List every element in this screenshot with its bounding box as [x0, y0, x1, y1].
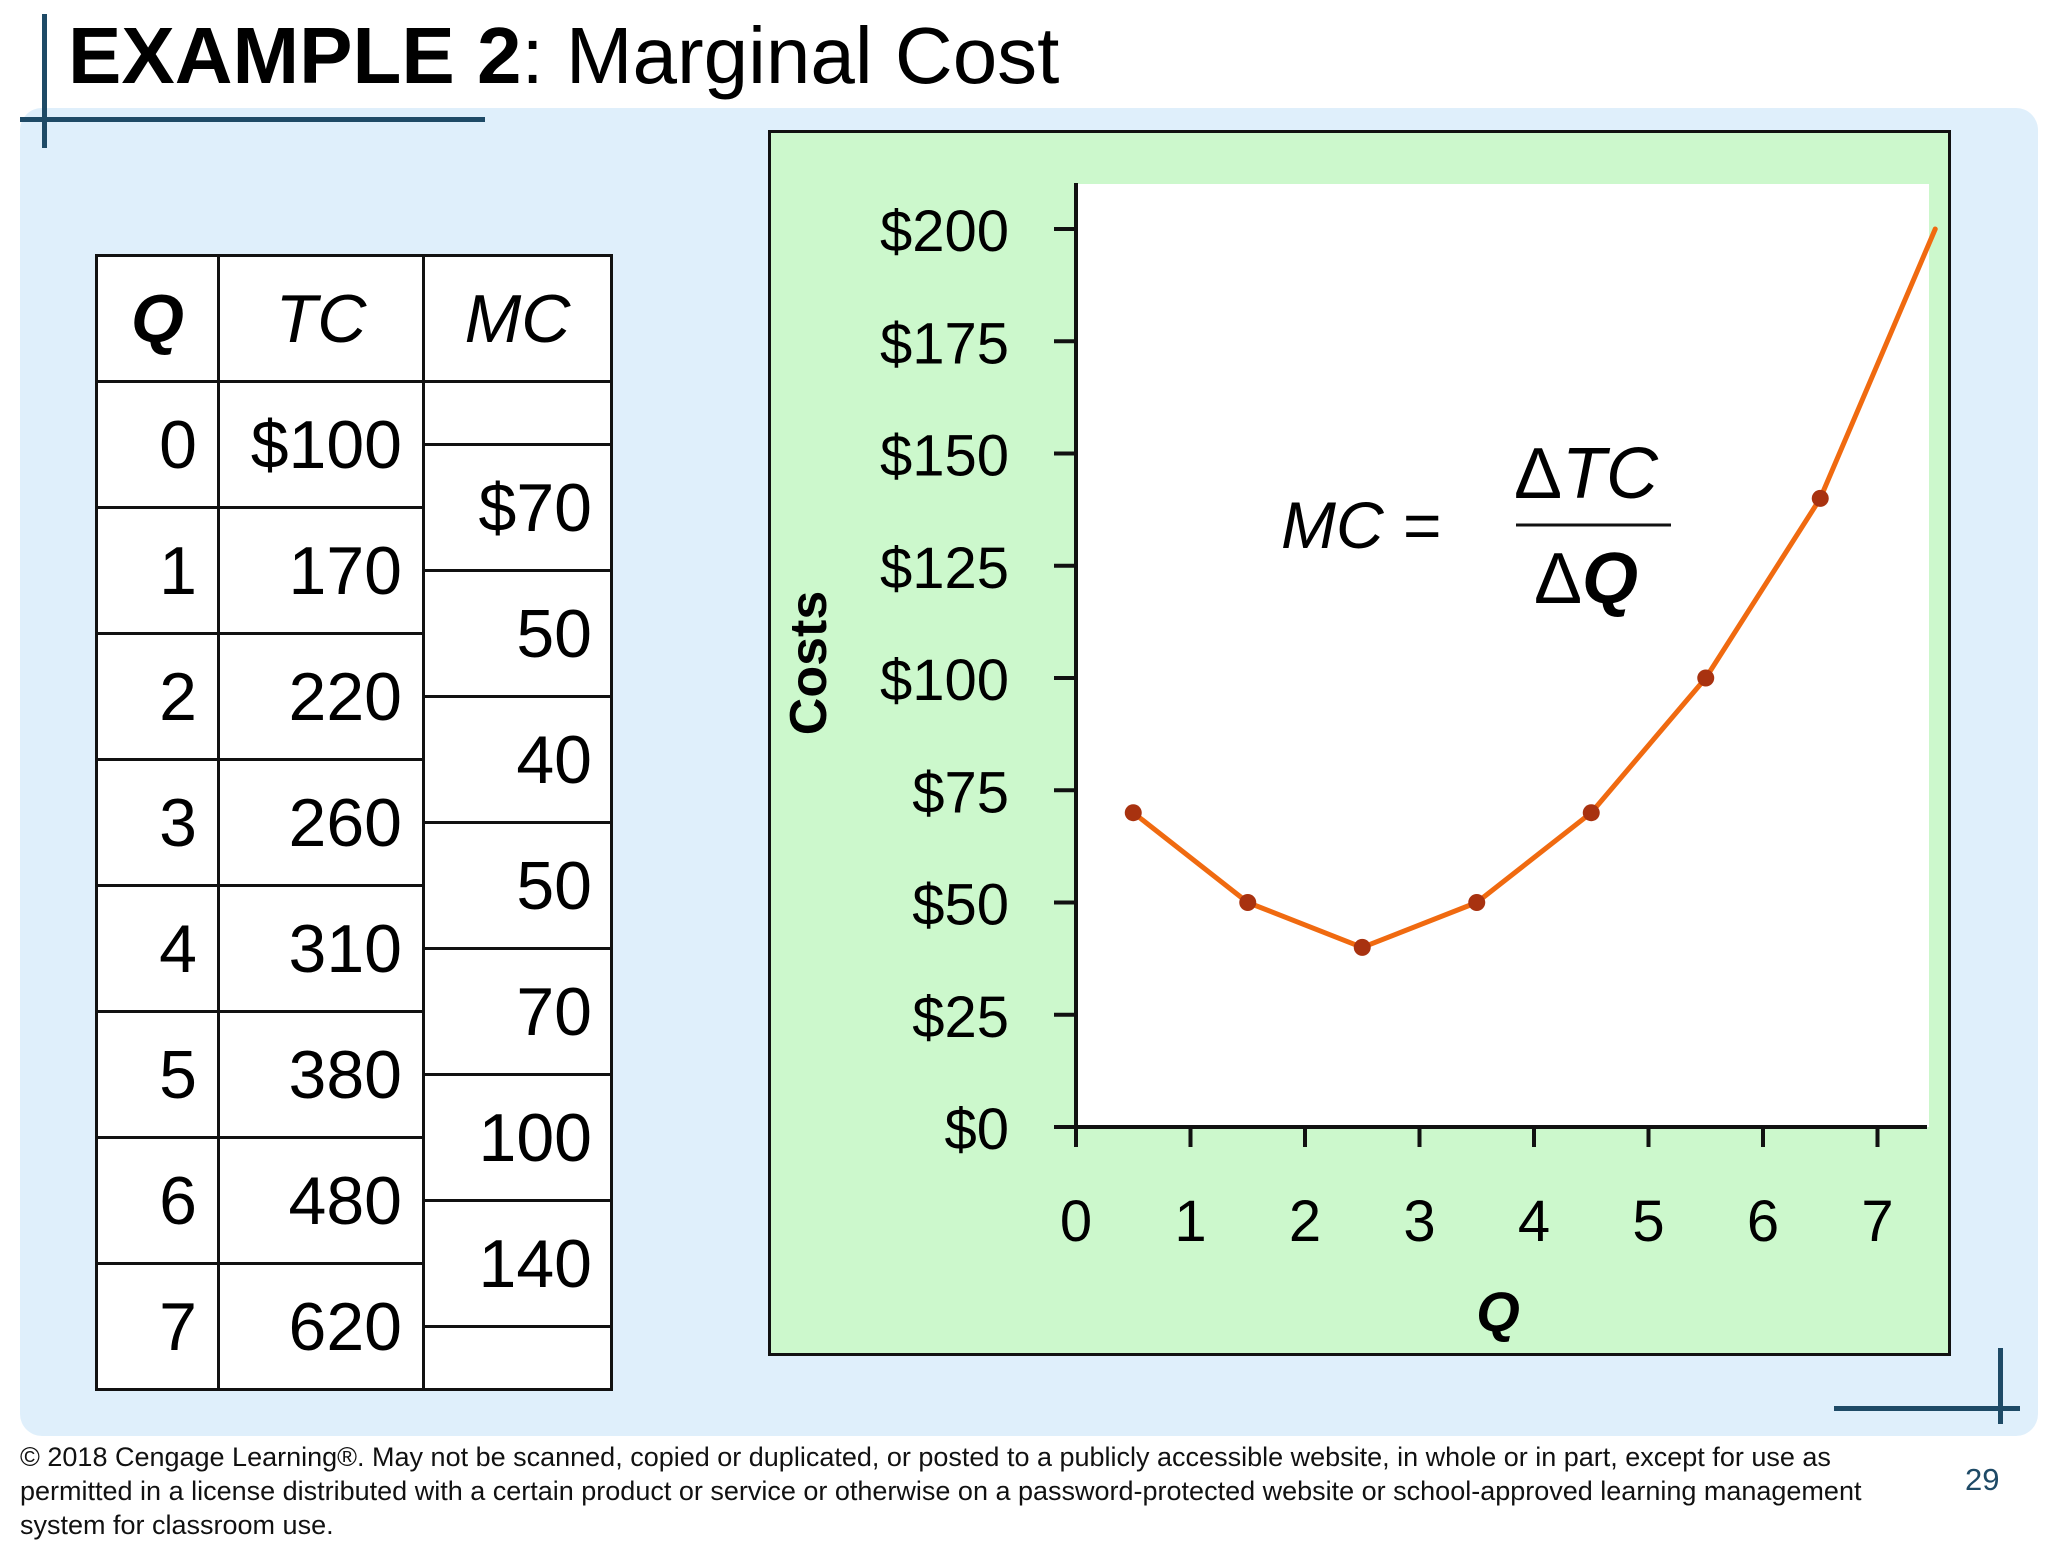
- y-tick-label: $75: [912, 760, 1009, 825]
- table-cell-q: 5: [95, 1010, 220, 1139]
- table-cell-tc: 380: [217, 1010, 425, 1139]
- table-cell-mc: 50: [422, 821, 613, 950]
- title-corner-vertical: [42, 14, 47, 148]
- table-cell-tc: 260: [217, 758, 425, 887]
- table-cell-tc: 310: [217, 884, 425, 1013]
- title-rest: : Marginal Cost: [521, 11, 1060, 100]
- x-tick-label: 2: [1289, 1189, 1321, 1254]
- table-cell-tc: 220: [217, 632, 425, 761]
- table-cell-q: 6: [95, 1136, 220, 1265]
- mc-point: [1811, 489, 1829, 507]
- x-axis-label: Q: [1476, 1280, 1520, 1343]
- bottom-corner-vertical: [1998, 1348, 2003, 1424]
- title-underline: [20, 117, 485, 122]
- plot-area: [1076, 184, 1929, 1127]
- mc-curve: [1130, 226, 1938, 950]
- table-cell-q: 2: [95, 632, 220, 761]
- table-cell-mc: 70: [422, 947, 613, 1076]
- table-cell-mc: $70: [422, 443, 613, 572]
- x-tick-label: 1: [1174, 1189, 1206, 1254]
- table-cell-tc: $100: [217, 380, 425, 509]
- table-cell-q: 1: [95, 506, 220, 635]
- page-number: 29: [1965, 1462, 2000, 1497]
- x-tick-label: 5: [1632, 1189, 1664, 1254]
- y-tick-label: $25: [912, 985, 1009, 1050]
- table-cell-q: 3: [95, 758, 220, 887]
- mc-chart: $0 $25 $50 $75 $100 $125 $150 $175 $200 0 1 2 3 4 5 6 7 C…: [780, 183, 1938, 1343]
- y-axis-label: Costs: [780, 591, 838, 735]
- formula-lhs: MC =: [1281, 488, 1441, 562]
- formula-numerator: ΔTC: [1514, 434, 1659, 514]
- y-tick-label: $175: [880, 311, 1009, 376]
- mc-point: [1353, 938, 1371, 956]
- table-cell-mc: 140: [422, 1199, 613, 1328]
- x-tick-label: 4: [1518, 1189, 1550, 1254]
- formula-denominator: ΔQ: [1534, 539, 1638, 619]
- table-cell-q: 4: [95, 884, 220, 1013]
- table-cell-mc: 40: [422, 695, 613, 824]
- header-mc: MC: [422, 254, 613, 383]
- mc-point: [1239, 894, 1257, 911]
- bottom-corner-horizontal: [1834, 1406, 2020, 1411]
- table-cell-mc: 50: [422, 569, 613, 698]
- mc-point: [1697, 669, 1715, 687]
- table-cell-tc: 170: [217, 506, 425, 635]
- y-tick-label: $50: [912, 873, 1009, 938]
- copyright-footer: © 2018 Cengage Learning®. May not be sca…: [20, 1442, 1862, 1540]
- table-cell-tc: 480: [217, 1136, 425, 1265]
- y-tick-label: $150: [880, 424, 1009, 489]
- header-tc: TC: [217, 254, 425, 383]
- x-tick-label: 6: [1747, 1189, 1779, 1254]
- title-bold: EXAMPLE 2: [68, 11, 522, 100]
- mc-point: [1582, 804, 1600, 822]
- table-cell-tc: 620: [217, 1262, 425, 1391]
- y-tick-label: $125: [880, 536, 1009, 601]
- cost-table: Q TC MC 0 $100 $70 1 170 50 2 220 40 3 2…: [95, 254, 613, 1391]
- table-cell-mc-blank: [422, 380, 613, 446]
- table-cell-mc: 100: [422, 1073, 613, 1202]
- table-cell-q: 7: [95, 1262, 220, 1391]
- mc-point: [1124, 804, 1142, 822]
- y-tick-label: $0: [944, 1097, 1009, 1162]
- header-q: Q: [95, 254, 220, 383]
- chart-box: $0 $25 $50 $75 $100 $125 $150 $175 $200 0 1 2 3 4 5 6 7 C…: [768, 130, 1951, 1356]
- table-cell-q: 0: [95, 380, 220, 509]
- y-tick-label: $200: [880, 199, 1009, 264]
- x-tick-label: 7: [1861, 1189, 1893, 1254]
- table-cell-mc-blank: [422, 1325, 613, 1391]
- x-tick-label: 0: [1060, 1189, 1092, 1254]
- y-tick-label: $100: [880, 648, 1009, 713]
- mc-point: [1468, 894, 1486, 911]
- x-tick-label: 3: [1403, 1189, 1435, 1254]
- slide-title: EXAMPLE 2: Marginal Cost: [68, 6, 1059, 106]
